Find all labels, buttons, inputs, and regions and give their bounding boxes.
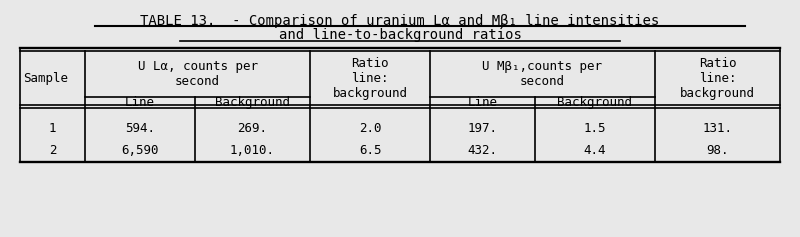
Text: Line: Line <box>125 96 155 109</box>
Text: 98.: 98. <box>706 143 729 156</box>
Text: and line-to-background ratios: and line-to-background ratios <box>278 28 522 42</box>
Text: 6.5: 6.5 <box>358 143 382 156</box>
Text: 594.: 594. <box>125 122 155 135</box>
Text: 4.4: 4.4 <box>584 143 606 156</box>
Text: Ratio
line:
background: Ratio line: background <box>333 56 407 100</box>
Text: U Lα, counts per
second: U Lα, counts per second <box>138 60 258 88</box>
Text: 2: 2 <box>49 143 56 156</box>
Text: Background: Background <box>215 96 290 109</box>
Text: 6,590: 6,590 <box>122 143 158 156</box>
Text: Sample: Sample <box>23 72 68 85</box>
Text: TABLE 13.  - Comparison of uranium Lα and Mβ₁ line intensities: TABLE 13. - Comparison of uranium Lα and… <box>140 14 660 28</box>
Text: Ratio
line:
background: Ratio line: background <box>680 56 755 100</box>
Text: 1.5: 1.5 <box>584 122 606 135</box>
Text: 131.: 131. <box>702 122 733 135</box>
Text: 432.: 432. <box>467 143 498 156</box>
Text: U Mβ₁,counts per
second: U Mβ₁,counts per second <box>482 60 602 88</box>
Text: 1: 1 <box>49 122 56 135</box>
Text: 2.0: 2.0 <box>358 122 382 135</box>
Text: 1,010.: 1,010. <box>230 143 275 156</box>
Text: 197.: 197. <box>467 122 498 135</box>
Text: 269.: 269. <box>238 122 267 135</box>
Text: Background: Background <box>558 96 633 109</box>
Text: Line: Line <box>467 96 498 109</box>
